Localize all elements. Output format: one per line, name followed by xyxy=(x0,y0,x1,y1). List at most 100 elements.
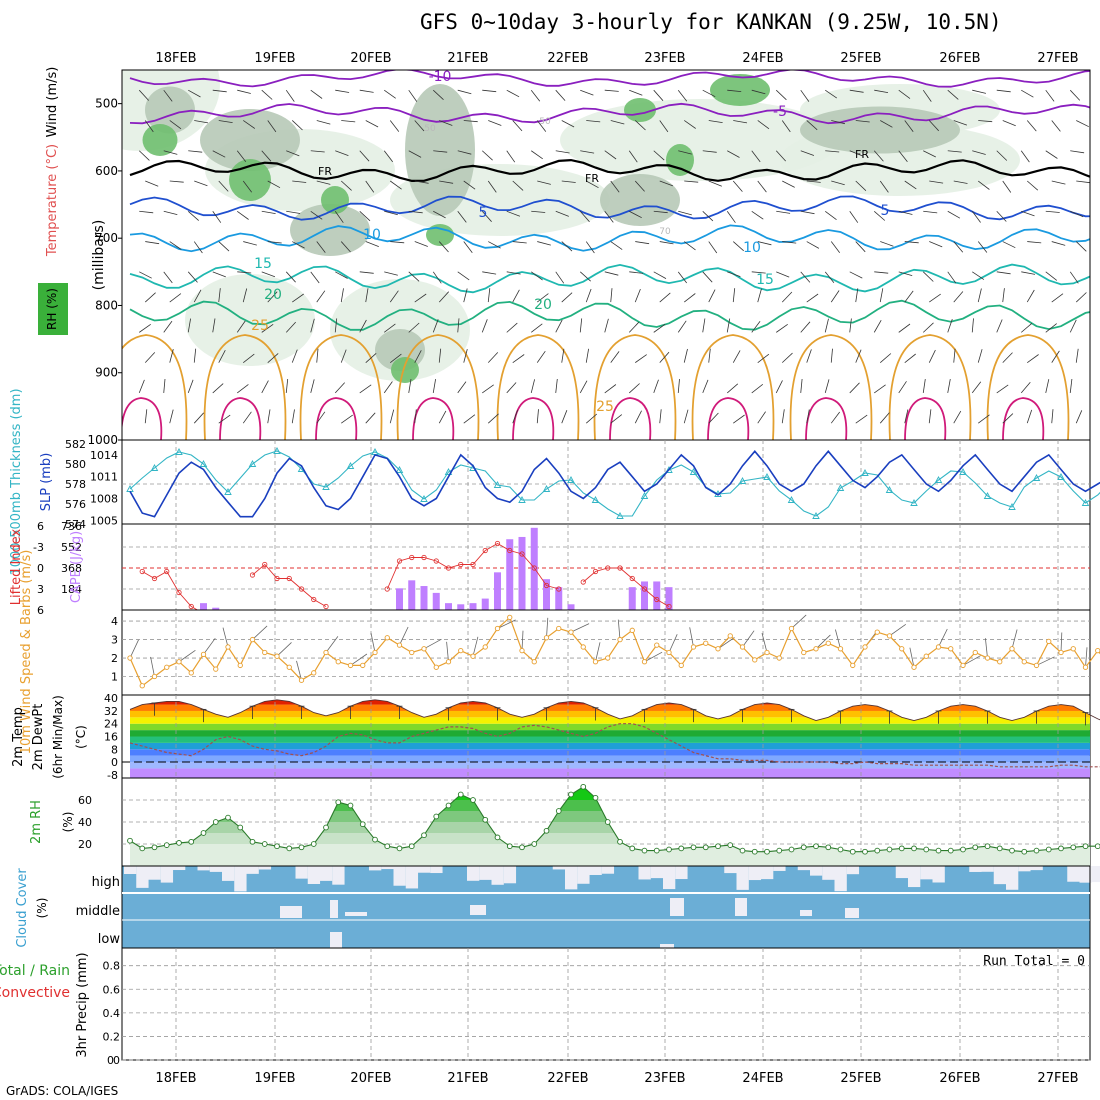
wind-barb xyxy=(751,383,764,394)
thickness-point xyxy=(640,492,649,499)
wind-barb xyxy=(334,382,345,394)
wind-barb xyxy=(212,211,222,223)
high-cloud-gap xyxy=(663,866,676,890)
temp-band xyxy=(130,736,1090,743)
wind-barb xyxy=(628,321,640,333)
rh-point xyxy=(1070,844,1077,851)
wind-barb xyxy=(1051,350,1060,363)
cape-tick-label: 184 xyxy=(61,583,82,596)
rh-point xyxy=(519,844,525,851)
wind-barb xyxy=(806,293,819,303)
wind-barb xyxy=(463,288,468,303)
contour-label: 15 xyxy=(756,272,774,288)
thickness-point xyxy=(836,484,845,491)
rh-point xyxy=(960,846,966,853)
wind-barb xyxy=(144,352,156,363)
wind-speed-point xyxy=(1046,638,1052,645)
wind-barb xyxy=(536,409,539,424)
contour-label: 5 xyxy=(479,205,488,221)
rh-point xyxy=(604,819,611,825)
high-cloud-gap xyxy=(675,866,688,880)
rh-point xyxy=(923,846,930,853)
lifted-index-group xyxy=(139,540,818,615)
wind-barb-10m xyxy=(909,647,915,668)
wind-speed-point xyxy=(1058,649,1064,656)
rh-shading xyxy=(600,174,680,226)
wind-barb xyxy=(561,120,575,128)
wind-speed-point xyxy=(629,627,635,633)
lifted-index-point xyxy=(421,554,427,561)
lifted-index-point xyxy=(507,547,513,554)
isotherm-30-line xyxy=(707,397,750,440)
wind-barb xyxy=(1020,382,1031,394)
rh-point xyxy=(482,816,489,823)
wind-barb xyxy=(310,318,315,333)
wind-barb xyxy=(432,319,439,333)
isotherm-25-line xyxy=(691,334,775,440)
wind-speed-point xyxy=(654,642,660,648)
rh-band xyxy=(130,833,1090,844)
lifted-index-point xyxy=(249,572,256,578)
precip-tick-label: 0.4 xyxy=(103,1007,121,1020)
wind-barb-10m xyxy=(350,653,368,666)
lifted-index-point xyxy=(323,603,329,610)
temp-tick-label: 0 xyxy=(111,756,118,769)
precip-axis-label: 3hr Precip (mm) xyxy=(75,952,90,1057)
rh-point xyxy=(568,791,574,798)
wind-barb xyxy=(629,89,643,96)
rh-point xyxy=(947,847,954,854)
contour-label: FR xyxy=(585,172,599,185)
wind-barb xyxy=(482,89,497,93)
thickness-point xyxy=(493,481,502,488)
isotherm-25-line xyxy=(888,334,972,440)
wind-barb xyxy=(947,89,959,100)
wind-barb xyxy=(267,291,278,303)
rh-point xyxy=(506,843,513,850)
wind-barb xyxy=(335,150,349,156)
thickness-point xyxy=(910,499,918,506)
rh-shading xyxy=(200,109,300,171)
pressure-tick-label: 1000 xyxy=(87,433,118,447)
day-label-top: 24FEB xyxy=(742,51,783,66)
wind-barb xyxy=(561,348,565,363)
wind-barb xyxy=(187,318,191,333)
cape-bar xyxy=(628,587,636,610)
lifted-index-point xyxy=(396,558,403,564)
wind-speed-line xyxy=(129,616,1100,687)
temp-band xyxy=(130,717,1090,724)
wind-barb xyxy=(610,120,625,125)
wind-barb xyxy=(292,180,307,183)
rh-point xyxy=(1009,847,1015,854)
temp-tick-label: 16 xyxy=(104,731,118,744)
wind-barb xyxy=(702,271,713,283)
high-cloud-gap xyxy=(908,866,921,888)
wind-speed-point xyxy=(666,649,672,656)
wind-barb xyxy=(292,241,305,249)
thickness-point xyxy=(738,477,747,484)
high-cloud-gap xyxy=(491,866,504,885)
temp-band xyxy=(130,704,1090,711)
wind-barb xyxy=(261,89,273,100)
cape-bar xyxy=(408,580,416,610)
high-cloud-gap xyxy=(797,866,811,871)
high-cloud-gap xyxy=(418,866,431,873)
high-cloud-gap xyxy=(895,866,909,879)
wind-barb xyxy=(653,89,664,101)
wind-barb xyxy=(242,180,253,193)
wind-barb-10m xyxy=(446,641,449,662)
wind-barb xyxy=(585,413,598,424)
high-cloud-gap xyxy=(981,866,994,872)
wind-barb xyxy=(212,89,227,93)
wind-speed-point xyxy=(899,646,905,652)
rh-point xyxy=(617,838,623,845)
wind-barb xyxy=(512,180,524,191)
wind-barb xyxy=(1002,120,1016,127)
wind-barb xyxy=(169,180,184,183)
day-label-bottom: 25FEB xyxy=(840,1071,881,1086)
cape-bar xyxy=(494,572,501,610)
high-cloud-gap xyxy=(295,866,308,879)
isotherm-25-line xyxy=(789,334,873,440)
slp-tick-label: 1011 xyxy=(90,471,118,484)
high-cloud-gap xyxy=(724,866,737,874)
wind-barb xyxy=(291,349,298,363)
